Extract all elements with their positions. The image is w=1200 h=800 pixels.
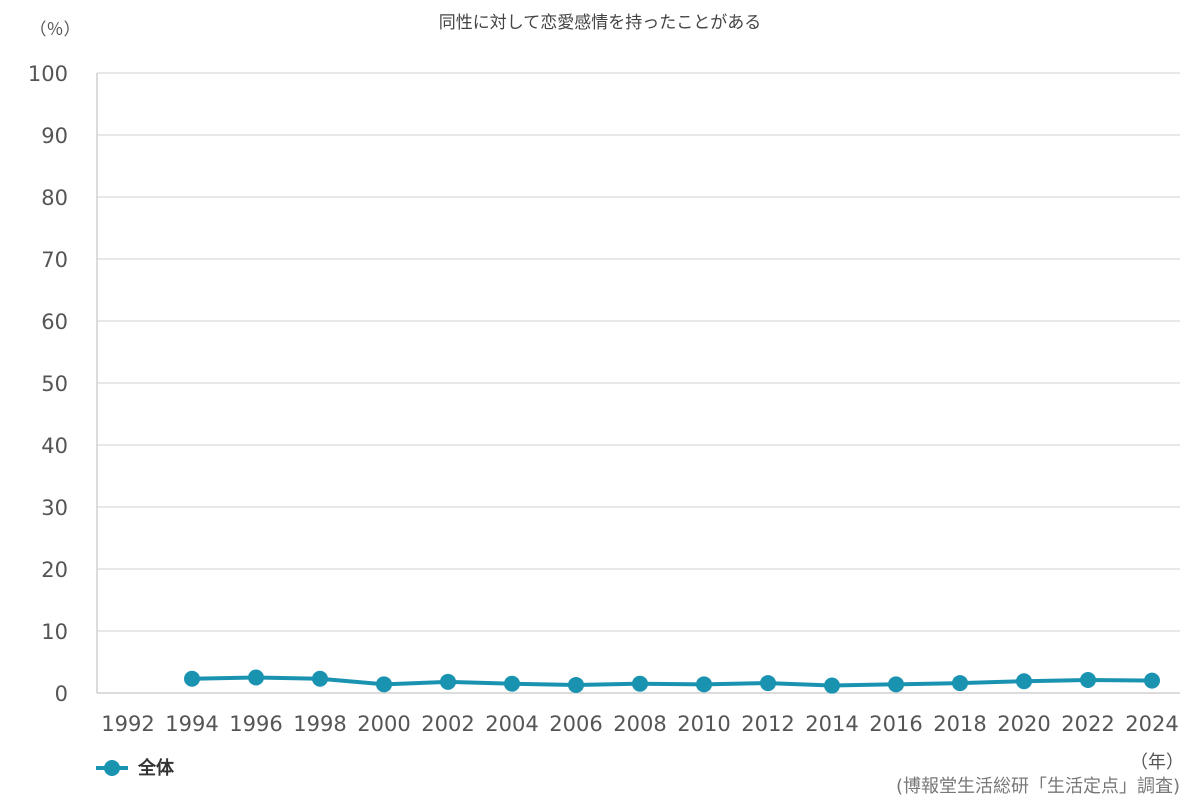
x-tick-label: 2018: [933, 712, 986, 736]
x-tick-label: 2010: [677, 712, 730, 736]
source-note: (博報堂生活総研「生活定点」調査): [896, 776, 1180, 797]
data-point-2020: [1016, 673, 1032, 690]
y-tick-label: 100: [28, 62, 68, 86]
data-point-2012: [760, 675, 776, 692]
x-tick-label: 2004: [485, 712, 538, 736]
data-point-1998: [312, 670, 328, 687]
data-point-2000: [376, 676, 392, 693]
y-axis-unit: （％）: [30, 20, 81, 40]
x-tick-label: 2012: [741, 712, 794, 736]
legend-marker: [104, 760, 120, 776]
data-point-1994: [184, 670, 200, 687]
grid: [96, 72, 1180, 694]
y-tick-label: 30: [41, 496, 68, 520]
y-tick-label: 90: [41, 124, 68, 148]
data-point-2016: [888, 676, 904, 693]
x-tick-label: 1996: [229, 712, 282, 736]
x-tick-label: 2008: [613, 712, 666, 736]
x-tick-label: 2002: [421, 712, 474, 736]
x-axis: 1992 1994 1996 1998 2000 2002 2004 2006 2008 2010…: [101, 712, 1178, 736]
y-tick-label: 70: [41, 248, 68, 272]
x-tick-label: 2016: [869, 712, 922, 736]
data-point-2014: [824, 677, 840, 694]
y-tick-label: 60: [41, 310, 68, 334]
x-axis-unit: （年）: [1130, 752, 1184, 773]
x-tick-label: 2014: [805, 712, 858, 736]
y-tick-label: 50: [41, 372, 68, 396]
data-point-2006: [568, 676, 584, 693]
x-tick-label: 1994: [165, 712, 218, 736]
data-point-2002: [440, 673, 456, 690]
series-line: [191, 675, 1153, 688]
data-point-1996: [248, 669, 264, 686]
x-tick-label: 2022: [1061, 712, 1114, 736]
data-point-2024: [1144, 672, 1160, 689]
x-tick-label: 2020: [997, 712, 1050, 736]
y-tick-label: 20: [41, 558, 68, 582]
y-axis: 0 10 20 30 40 50 60 70 80 90 100: [28, 62, 68, 706]
y-tick-label: 10: [41, 620, 68, 644]
data-point-2022: [1080, 671, 1096, 688]
y-tick-label: 40: [41, 434, 68, 458]
series-layer: [184, 669, 1160, 694]
legend-label: 全体: [137, 757, 175, 779]
data-point-2010: [696, 676, 712, 693]
x-tick-label: 1998: [293, 712, 346, 736]
legend: 全体: [96, 757, 175, 779]
data-point-2008: [632, 675, 648, 692]
x-tick-label: 1992: [101, 712, 154, 736]
chart-title: 同性に対して恋愛感情を持ったことがある: [439, 12, 762, 33]
y-tick-label: 0: [55, 682, 68, 706]
data-point-2018: [952, 675, 968, 692]
data-point-2004: [504, 675, 520, 692]
x-tick-label: 2000: [357, 712, 410, 736]
y-tick-label: 80: [41, 186, 68, 210]
x-tick-label: 2006: [549, 712, 602, 736]
x-tick-label: 2024: [1125, 712, 1178, 736]
